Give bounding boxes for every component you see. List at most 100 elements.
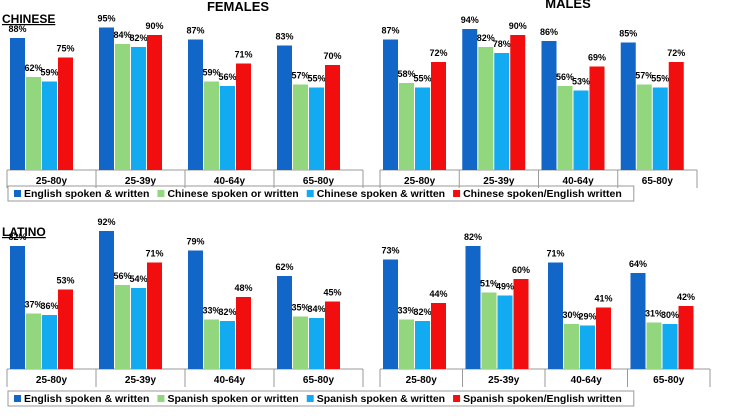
data-label: 30%	[562, 310, 580, 320]
bar	[325, 301, 340, 369]
data-label: 59%	[202, 68, 220, 78]
bar	[147, 35, 162, 170]
bar	[399, 319, 414, 369]
bar	[99, 231, 114, 369]
data-label: 78%	[493, 39, 511, 49]
bar	[662, 324, 678, 369]
bar	[115, 285, 130, 369]
legend-entry: English spoken & written	[24, 393, 149, 405]
bar	[636, 84, 652, 170]
category-tick-label: 65-80y	[642, 176, 674, 187]
category-tick-label: 25-39y	[483, 176, 515, 187]
data-label: 71%	[145, 249, 163, 259]
data-label: 62%	[24, 63, 42, 73]
data-label: 75%	[56, 44, 74, 54]
legend-swatch	[453, 395, 461, 402]
bar	[399, 83, 414, 170]
category-tick-label: 25-80y	[406, 375, 438, 386]
data-label: 30%	[661, 310, 679, 320]
data-label: 56%	[556, 72, 574, 82]
bar	[42, 315, 57, 369]
bar	[309, 318, 324, 369]
bar	[494, 53, 510, 170]
females-header: FEMALES	[207, 0, 269, 14]
data-label: 82%	[464, 232, 482, 242]
bar	[236, 297, 251, 369]
category-tick-label: 25-39y	[488, 375, 520, 386]
data-label: 57%	[635, 71, 653, 81]
bar	[415, 87, 430, 170]
bar	[10, 246, 25, 369]
bar	[589, 66, 605, 170]
bar	[465, 246, 481, 369]
bar	[115, 44, 130, 170]
category-tick-label: 40-64y	[563, 176, 595, 187]
legend-swatch	[306, 190, 314, 197]
data-label: 41%	[594, 294, 612, 304]
data-label: 33%	[397, 306, 415, 316]
bar	[131, 47, 146, 170]
data-label: 59%	[40, 68, 58, 78]
bar	[99, 27, 114, 170]
legend-swatch	[14, 190, 21, 197]
category-tick-label: 65-80y	[303, 375, 335, 386]
bar	[293, 316, 308, 369]
category-tick-label: 40-64y	[214, 375, 246, 386]
data-label: 53%	[572, 77, 590, 87]
data-label: 54%	[129, 274, 147, 284]
bar	[497, 295, 513, 369]
category-tick-label: 25-80y	[36, 176, 68, 187]
bar	[415, 321, 430, 369]
data-label: 86%	[540, 27, 558, 37]
bar	[580, 325, 595, 369]
data-label: 83%	[275, 32, 293, 42]
data-label: 32%	[218, 307, 236, 317]
data-label: 33%	[202, 306, 220, 316]
bar	[630, 273, 646, 369]
data-label: 34%	[307, 304, 325, 314]
bar	[431, 303, 446, 369]
data-label: 72%	[429, 48, 447, 58]
data-label: 88%	[8, 24, 26, 34]
data-label: 42%	[677, 292, 695, 302]
data-label: 49%	[496, 282, 514, 292]
bar	[478, 47, 494, 170]
category-tick-label: 25-80y	[36, 375, 68, 386]
bar	[431, 62, 446, 170]
legend-entry: Chinese spoken/English written	[463, 188, 622, 200]
data-label: 55%	[413, 74, 431, 84]
data-label: 85%	[619, 29, 637, 39]
bar	[573, 90, 589, 170]
bar	[293, 84, 308, 170]
bar	[131, 288, 146, 369]
bar	[548, 262, 563, 369]
category-tick-label: 40-64y	[214, 176, 246, 187]
bar	[541, 41, 557, 170]
data-label: 44%	[429, 289, 447, 299]
data-label: 55%	[307, 74, 325, 84]
category-tick-label: 65-80y	[303, 176, 335, 187]
legend-swatch	[157, 190, 165, 197]
legend-swatch	[453, 190, 461, 197]
legend-swatch	[306, 395, 314, 402]
bar	[596, 307, 611, 369]
data-label: 36%	[40, 301, 58, 311]
legend-entry: Chinese spoken or written	[167, 188, 298, 200]
category-tick-label: 40-64y	[571, 375, 603, 386]
data-label: 82%	[8, 232, 26, 242]
bar	[204, 81, 219, 170]
data-label: 32%	[413, 307, 431, 317]
data-label: 64%	[629, 259, 647, 269]
category-tick-label: 25-39y	[125, 176, 157, 187]
data-label: 71%	[234, 50, 252, 60]
bar	[204, 319, 219, 369]
legend-entry: English spoken & written	[24, 188, 149, 200]
data-label: 57%	[291, 71, 309, 81]
bar	[513, 279, 529, 369]
data-label: 53%	[56, 276, 74, 286]
bar	[383, 259, 398, 369]
bar	[58, 57, 73, 170]
data-label: 95%	[97, 14, 115, 24]
bar	[277, 45, 292, 170]
